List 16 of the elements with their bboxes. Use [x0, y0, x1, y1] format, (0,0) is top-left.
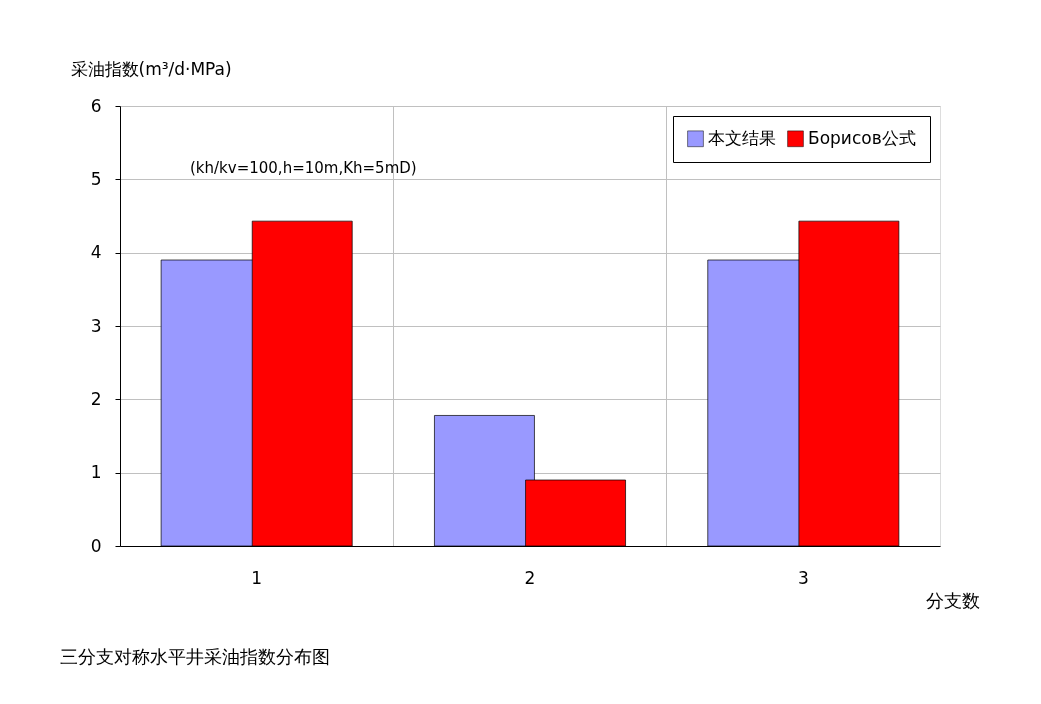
- x-tick-label: 1: [251, 567, 263, 588]
- text: 三分支对称水平井采油指数分布图: [60, 646, 330, 667]
- legend-label: 本文结果: [708, 127, 776, 148]
- y-tick-label: 2: [90, 388, 102, 409]
- y-axis-title: 采油指数(m³/d·MPa): [70, 58, 232, 79]
- y-tick-label: 3: [90, 315, 102, 336]
- x-tick-label: 2: [524, 567, 536, 588]
- x-tick-label: 3: [797, 567, 809, 588]
- x-axis-title: 分支数: [926, 590, 980, 611]
- y-tick-label: 1: [90, 462, 102, 483]
- y-tick-label: 5: [90, 168, 102, 189]
- y-tick-label: 0: [90, 535, 102, 556]
- legend-label: Борисов公式: [808, 127, 916, 148]
- annotation: (kh/kv=100,h=10m,Kh=5mD): [190, 159, 417, 177]
- y-tick-label: 4: [90, 242, 102, 263]
- y-tick-label: 6: [90, 95, 102, 116]
